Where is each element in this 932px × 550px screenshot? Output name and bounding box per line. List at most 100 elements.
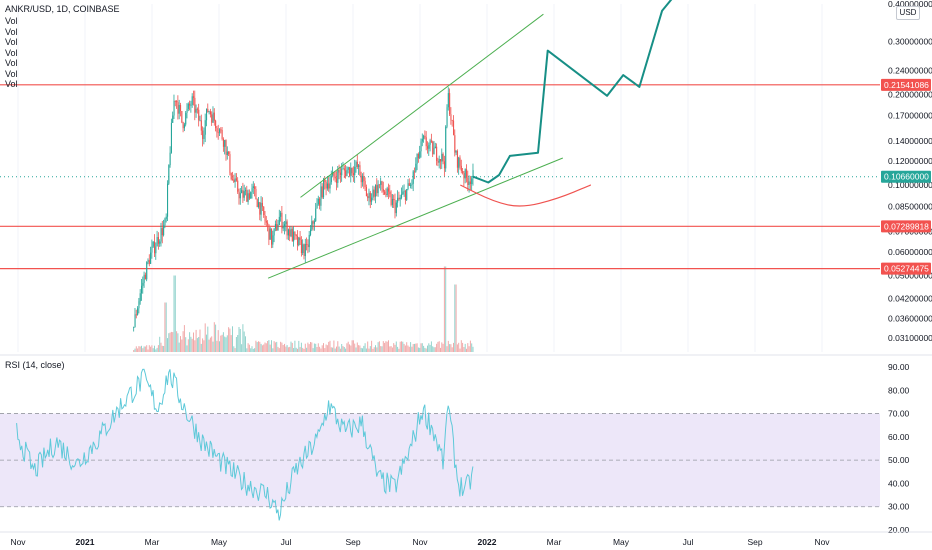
price-badge[interactable]	[881, 170, 931, 183]
candle-body	[209, 111, 211, 115]
candle-body	[198, 109, 200, 121]
candle-body	[176, 101, 178, 103]
candle-body	[447, 93, 449, 108]
candle-body	[398, 197, 400, 200]
volume-bar	[395, 341, 397, 352]
curve-arc[interactable]	[460, 184, 592, 207]
volume-bar	[320, 348, 322, 352]
volume-bar	[204, 323, 206, 352]
candle-body	[152, 241, 154, 247]
candle-body	[295, 235, 297, 237]
volume-bar	[464, 343, 466, 352]
candle-body	[423, 135, 425, 139]
channel-lower-trendline[interactable]	[267, 157, 563, 279]
channel-upper-trendline[interactable]	[300, 13, 544, 198]
volume-legend-item[interactable]: Vol	[5, 47, 18, 58]
volume-bar	[190, 336, 192, 352]
volume-bar	[329, 340, 331, 352]
volume-bar	[187, 339, 189, 352]
volume-bar	[373, 347, 375, 352]
candle-body	[401, 194, 403, 198]
price-badge[interactable]	[881, 262, 931, 275]
candle-body	[224, 140, 226, 147]
candle-body	[252, 186, 254, 188]
candle-body	[455, 151, 457, 153]
candle-body	[459, 157, 461, 166]
volume-bar	[469, 340, 471, 352]
volume-bar	[267, 341, 269, 352]
volume-bar	[163, 346, 165, 352]
candle-body	[282, 226, 284, 229]
candle-body	[285, 221, 287, 225]
horizontal-levels[interactable]	[0, 84, 880, 270]
volume-bar	[450, 344, 452, 352]
candle-body	[351, 167, 353, 174]
volume-bar	[312, 348, 314, 352]
price-badge[interactable]	[881, 78, 931, 91]
price-badge-label: 0.05274475	[884, 264, 929, 274]
candle-body	[256, 199, 258, 207]
candle-body	[287, 229, 289, 236]
volume-bar	[412, 344, 414, 352]
candle-body	[228, 151, 230, 155]
time-axis[interactable]: Nov 2021 Mar May Jul Sep Nov 2022 Mar May Jul Sep No…	[0, 531, 932, 547]
volume-bar	[268, 340, 270, 352]
volume-bar	[384, 342, 386, 352]
volume-bar	[362, 348, 363, 352]
price-badge[interactable]	[881, 220, 931, 233]
volume-legend-item[interactable]: Vol	[5, 79, 18, 89]
candle-body	[203, 134, 205, 139]
volume-bar	[294, 340, 296, 352]
candle-body	[381, 181, 383, 190]
volume-bar	[202, 338, 204, 352]
candle-body	[421, 138, 423, 142]
price-tick-label: 0.20000000	[888, 90, 932, 100]
candle-body	[243, 191, 245, 198]
volume-bar	[458, 342, 460, 352]
candle-body	[298, 237, 300, 246]
volume-legend-item[interactable]: Vol	[5, 37, 18, 47]
volume-legend-item[interactable]: Vol	[5, 26, 18, 37]
candle-body	[372, 189, 374, 198]
volume-legend-item[interactable]: Vol	[5, 58, 18, 68]
volume-bar	[336, 346, 337, 352]
volume-bar	[414, 343, 415, 352]
volume-bar	[421, 343, 423, 352]
time-tick-label: Mar	[145, 537, 160, 547]
candle-body	[464, 169, 466, 179]
drawings[interactable]	[267, 0, 673, 279]
volume-bar	[215, 324, 217, 352]
candle-body	[172, 115, 174, 123]
volume-legend-item[interactable]: Vol	[5, 16, 18, 26]
rsi-legend[interactable]: RSI (14, close)	[5, 360, 65, 370]
candle-body	[386, 188, 388, 196]
volume-bar	[276, 341, 278, 352]
volume-legend-item[interactable]: Vol	[5, 68, 18, 79]
volume-bar	[467, 343, 469, 352]
volume-bar	[242, 324, 244, 352]
candle-body	[310, 229, 312, 235]
candle-body	[232, 179, 234, 181]
symbol-legend[interactable]: ANKR/USD, 1D, COINBASE	[5, 4, 120, 14]
volume-bar	[243, 331, 245, 352]
projection-path[interactable]	[472, 0, 673, 184]
price-axis[interactable]: 0.40000000 0.30000000 0.24000000 0.20000000…	[881, 0, 932, 343]
candle-body	[412, 171, 414, 184]
candle-body	[211, 114, 213, 123]
volume-bar	[419, 347, 421, 352]
candle-body	[199, 120, 201, 122]
price-tick-label: 0.08500000	[888, 201, 932, 211]
rsi-tick-label: 50.00	[888, 455, 910, 465]
candle-body	[190, 105, 192, 106]
candle-body	[151, 246, 153, 253]
candle-body	[226, 151, 228, 155]
volume-bar	[256, 342, 258, 352]
volume-bar	[406, 342, 408, 352]
volume-bar	[280, 341, 282, 352]
currency-badge[interactable]: USD	[896, 6, 920, 20]
volume-bar	[146, 345, 148, 352]
volume-bar	[376, 347, 378, 352]
volume-bar	[342, 346, 344, 352]
volume-bar	[343, 347, 345, 352]
